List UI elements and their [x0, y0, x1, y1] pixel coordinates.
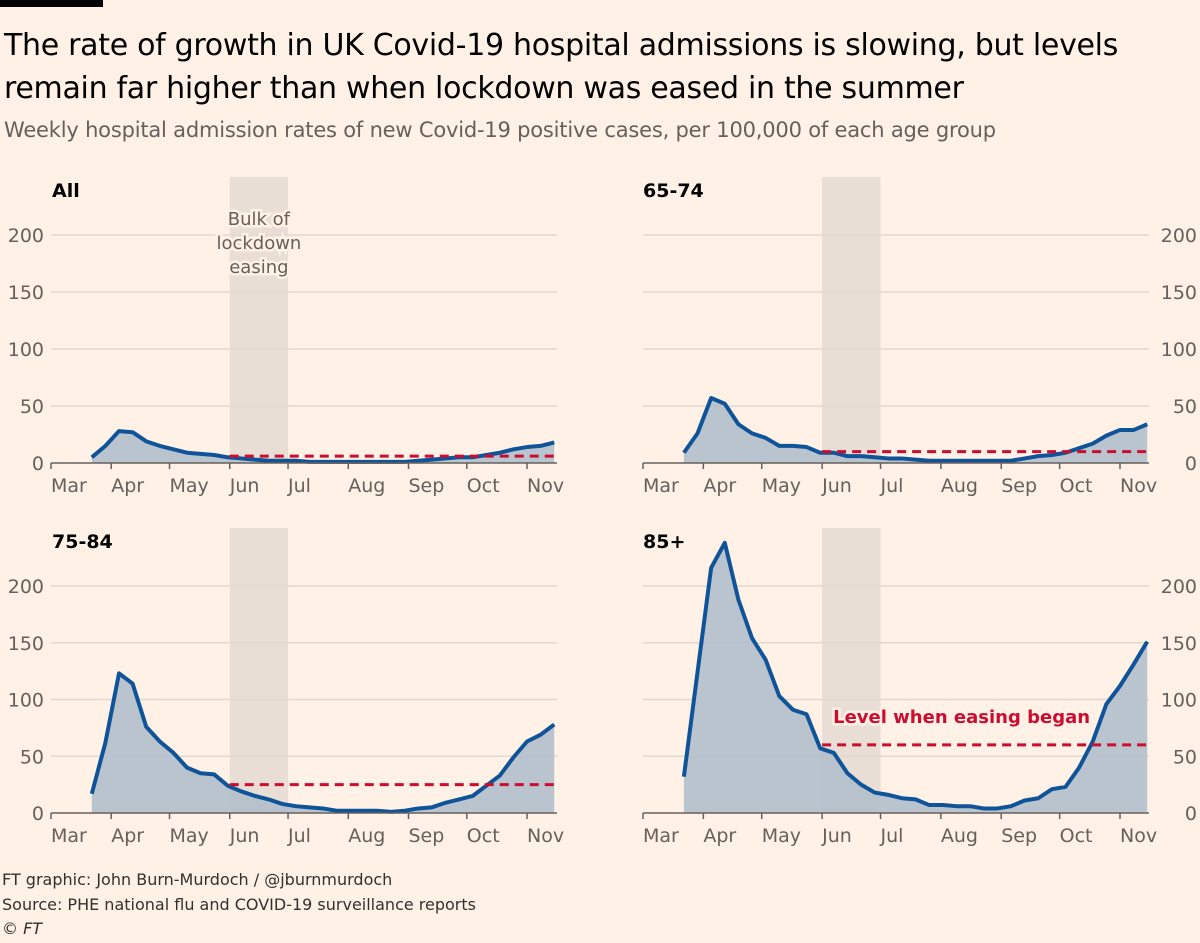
footer-source: Source: PHE national flu and COVID-19 su… — [2, 895, 476, 914]
x-tick-label: Oct — [1060, 475, 1093, 497]
x-tick-label: Mar — [643, 475, 679, 497]
y-tick-label: 100 — [1161, 339, 1197, 361]
x-tick-label: Apr — [703, 475, 736, 497]
x-tick-label: Sep — [1001, 475, 1037, 497]
y-tick-label: 100 — [8, 690, 44, 712]
x-tick-label: Jul — [880, 825, 904, 847]
lockdown-easing-band — [822, 177, 881, 463]
x-tick-label: Nov — [1120, 475, 1157, 497]
x-tick-label: Sep — [1001, 825, 1037, 847]
x-tick-label: Aug — [941, 825, 978, 847]
footer-credit: FT graphic: John Burn-Murdoch / @jburnmu… — [2, 870, 393, 889]
x-tick-label: Oct — [1060, 825, 1093, 847]
x-tick-label: Apr — [111, 825, 144, 847]
lockdown-easing-band — [229, 528, 289, 813]
x-tick-label: Aug — [348, 475, 385, 497]
x-tick-label: Aug — [941, 475, 978, 497]
band-annotation: easing — [229, 257, 288, 278]
x-tick-label: May — [170, 825, 209, 847]
panel-all: 0 50 100 150 200 Mar Apr May Jun Jul Aug Sep Oct Nov A… — [8, 177, 564, 497]
chart-title: The rate of growth in UK Covid-19 hospit… — [4, 28, 1119, 106]
x-tick-label: Jun — [229, 825, 260, 847]
x-tick-label: May — [762, 475, 801, 497]
x-tick-label: Mar — [643, 825, 679, 847]
x-tick-label: Sep — [409, 475, 445, 497]
x-tick-label: Nov — [1120, 825, 1157, 847]
y-tick-label: 150 — [1161, 633, 1197, 655]
x-tick-label: Jun — [229, 475, 260, 497]
y-tick-label: 150 — [1161, 282, 1197, 304]
y-tick-label: 50 — [20, 396, 44, 418]
y-tick-label: 200 — [8, 225, 44, 247]
x-tick-label: Apr — [703, 825, 736, 847]
x-tick-label: Apr — [111, 475, 144, 497]
x-tick-label: Oct — [467, 475, 500, 497]
panel-85plus: 0 50 100 150 200 Mar Apr May Jun Jul Aug Sep Oct Nov 8… — [642, 528, 1197, 847]
y-tick-label: 100 — [8, 339, 44, 361]
x-tick-label: Mar — [51, 475, 87, 497]
series-area — [683, 542, 1148, 813]
band-annotation: lockdown — [216, 233, 301, 254]
y-tick-label: 150 — [8, 633, 44, 655]
x-tick-label: Jun — [821, 475, 852, 497]
reference-annotation: Level when easing began — [833, 707, 1090, 728]
panel-75-84: 0 50 100 150 200 Mar Apr May Jun Jul Aug Sep Oct Nov 7… — [8, 528, 564, 847]
chart-subtitle: Weekly hospital admission rates of new C… — [4, 118, 996, 142]
x-tick-label: Nov — [527, 825, 564, 847]
x-tick-label: Jul — [287, 475, 311, 497]
x-tick-label: Jul — [287, 825, 311, 847]
panel-title: 65-74 — [643, 180, 704, 202]
y-tick-label: 0 — [32, 803, 44, 825]
y-tick-label: 100 — [1161, 690, 1197, 712]
x-tick-label: Jul — [880, 475, 904, 497]
y-tick-label: 200 — [1161, 576, 1197, 598]
x-tick-label: Aug — [348, 825, 385, 847]
x-tick-label: Nov — [527, 475, 564, 497]
y-tick-label: 200 — [8, 576, 44, 598]
x-tick-label: Jun — [821, 825, 852, 847]
y-tick-label: 50 — [1173, 746, 1197, 768]
y-tick-label: 200 — [1161, 225, 1197, 247]
footer-copyright: © FT — [2, 919, 43, 938]
y-tick-label: 50 — [20, 746, 44, 768]
x-tick-label: May — [170, 475, 209, 497]
series-area — [91, 673, 555, 813]
panel-title: 85+ — [643, 531, 685, 553]
y-tick-label: 0 — [1185, 453, 1197, 475]
series-area — [683, 398, 1148, 463]
y-tick-label: 0 — [32, 453, 44, 475]
x-tick-label: Oct — [467, 825, 500, 847]
x-tick-label: Mar — [51, 825, 87, 847]
y-tick-label: 0 — [1185, 803, 1197, 825]
panel-title: All — [52, 180, 80, 202]
ft-brand-bar — [0, 0, 103, 7]
panel-title: 75-84 — [52, 531, 113, 553]
panel-65-74: 0 50 100 150 200 Mar Apr May Jun Jul Aug Sep Oct Nov 6… — [642, 177, 1197, 497]
y-tick-label: 50 — [1173, 396, 1197, 418]
band-annotation: Bulk of — [228, 209, 291, 230]
lockdown-easing-band — [229, 177, 289, 463]
y-tick-label: 150 — [8, 282, 44, 304]
x-tick-label: Sep — [409, 825, 445, 847]
x-tick-label: May — [762, 825, 801, 847]
